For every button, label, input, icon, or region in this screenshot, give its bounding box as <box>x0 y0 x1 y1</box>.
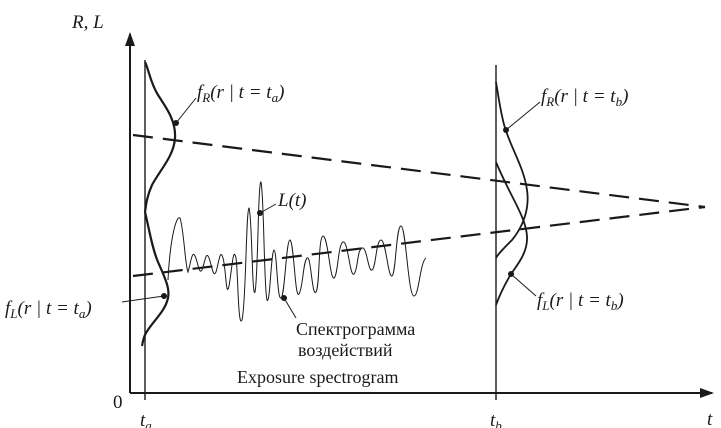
fL-ta-label: fL(r | t = ta) <box>5 298 92 321</box>
leader-fR-tb <box>505 101 541 131</box>
Lt-label: L(t) <box>277 190 307 211</box>
caption-line-3: Exposure spectrogram <box>237 367 398 387</box>
leader-spectrogram <box>283 297 297 319</box>
pdf-resistance-tb <box>495 81 529 259</box>
load-process-curve <box>167 181 427 322</box>
fL-tb-label: fL(r | t = tb) <box>537 290 624 313</box>
ta-label: ta <box>140 410 152 428</box>
origin-label: 0 <box>113 392 123 413</box>
leader-fL-ta <box>121 295 165 303</box>
x-axis-label: t <box>707 409 713 428</box>
fR-ta-label: fR(r | t = ta) <box>197 82 284 105</box>
y-axis-label: R, L <box>71 12 104 33</box>
caption-line-2: воздействий <box>298 340 393 360</box>
load-mean-line <box>132 205 706 278</box>
leader-fR-ta <box>175 97 197 124</box>
caption-line-1: Спектрограмма <box>296 319 415 339</box>
fR-tb-label: fR(r | t = tb) <box>541 86 628 109</box>
leader-fL-tb <box>510 273 537 297</box>
resistance-mean-line <box>132 133 706 209</box>
leader-Lt <box>259 203 277 214</box>
pdf-load-ta <box>140 211 170 347</box>
pdf-load-tb <box>495 161 528 306</box>
pdf-resistance-ta <box>143 61 177 213</box>
tb-label: tb <box>490 410 502 428</box>
